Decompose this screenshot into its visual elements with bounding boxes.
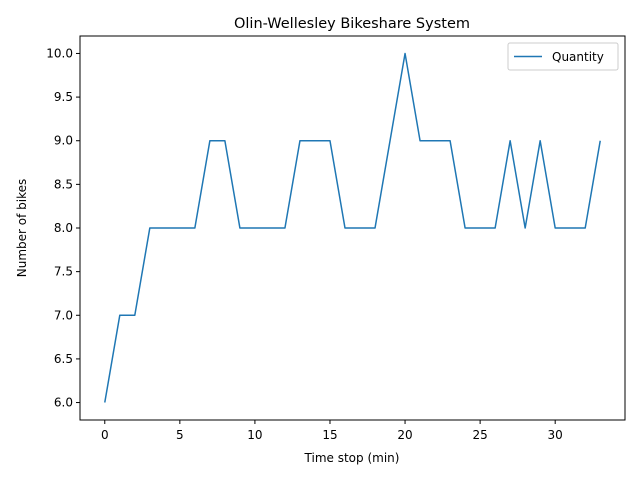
y-tick-label: 10.0: [46, 46, 73, 60]
y-tick-label: 8.0: [54, 221, 73, 235]
x-tick-label: 30: [548, 428, 563, 442]
x-tick-label: 5: [176, 428, 184, 442]
y-tick-label: 6.0: [54, 396, 73, 410]
x-tick-label: 15: [322, 428, 337, 442]
y-tick-label: 7.0: [54, 308, 73, 322]
y-tick-label: 9.0: [54, 134, 73, 148]
y-tick-label: 7.5: [54, 265, 73, 279]
series-line-quantity: [104, 52, 601, 403]
x-axis-ticks: 0 5 10 15 20 25 30: [101, 420, 563, 442]
legend: Quantity: [507, 42, 619, 71]
y-axis-label: Number of bikes: [15, 179, 29, 278]
y-tick-label: 6.5: [54, 352, 73, 366]
x-tick-label: 0: [101, 428, 109, 442]
y-axis-ticks: 6.0 6.5 7.0 7.5 8.0 8.5 9.0 9.5 10.0: [46, 46, 80, 410]
x-tick-label: 10: [247, 428, 262, 442]
y-tick-label: 9.5: [54, 90, 73, 104]
y-tick-label: 8.5: [54, 177, 73, 191]
legend-box: [507, 42, 619, 71]
chart-title: Olin-Wellesley Bikeshare System: [234, 16, 470, 32]
x-tick-label: 20: [397, 428, 412, 442]
x-axis-label: Time stop (min): [304, 451, 400, 465]
legend-label-quantity: Quantity: [552, 50, 604, 64]
x-tick-label: 25: [472, 428, 487, 442]
